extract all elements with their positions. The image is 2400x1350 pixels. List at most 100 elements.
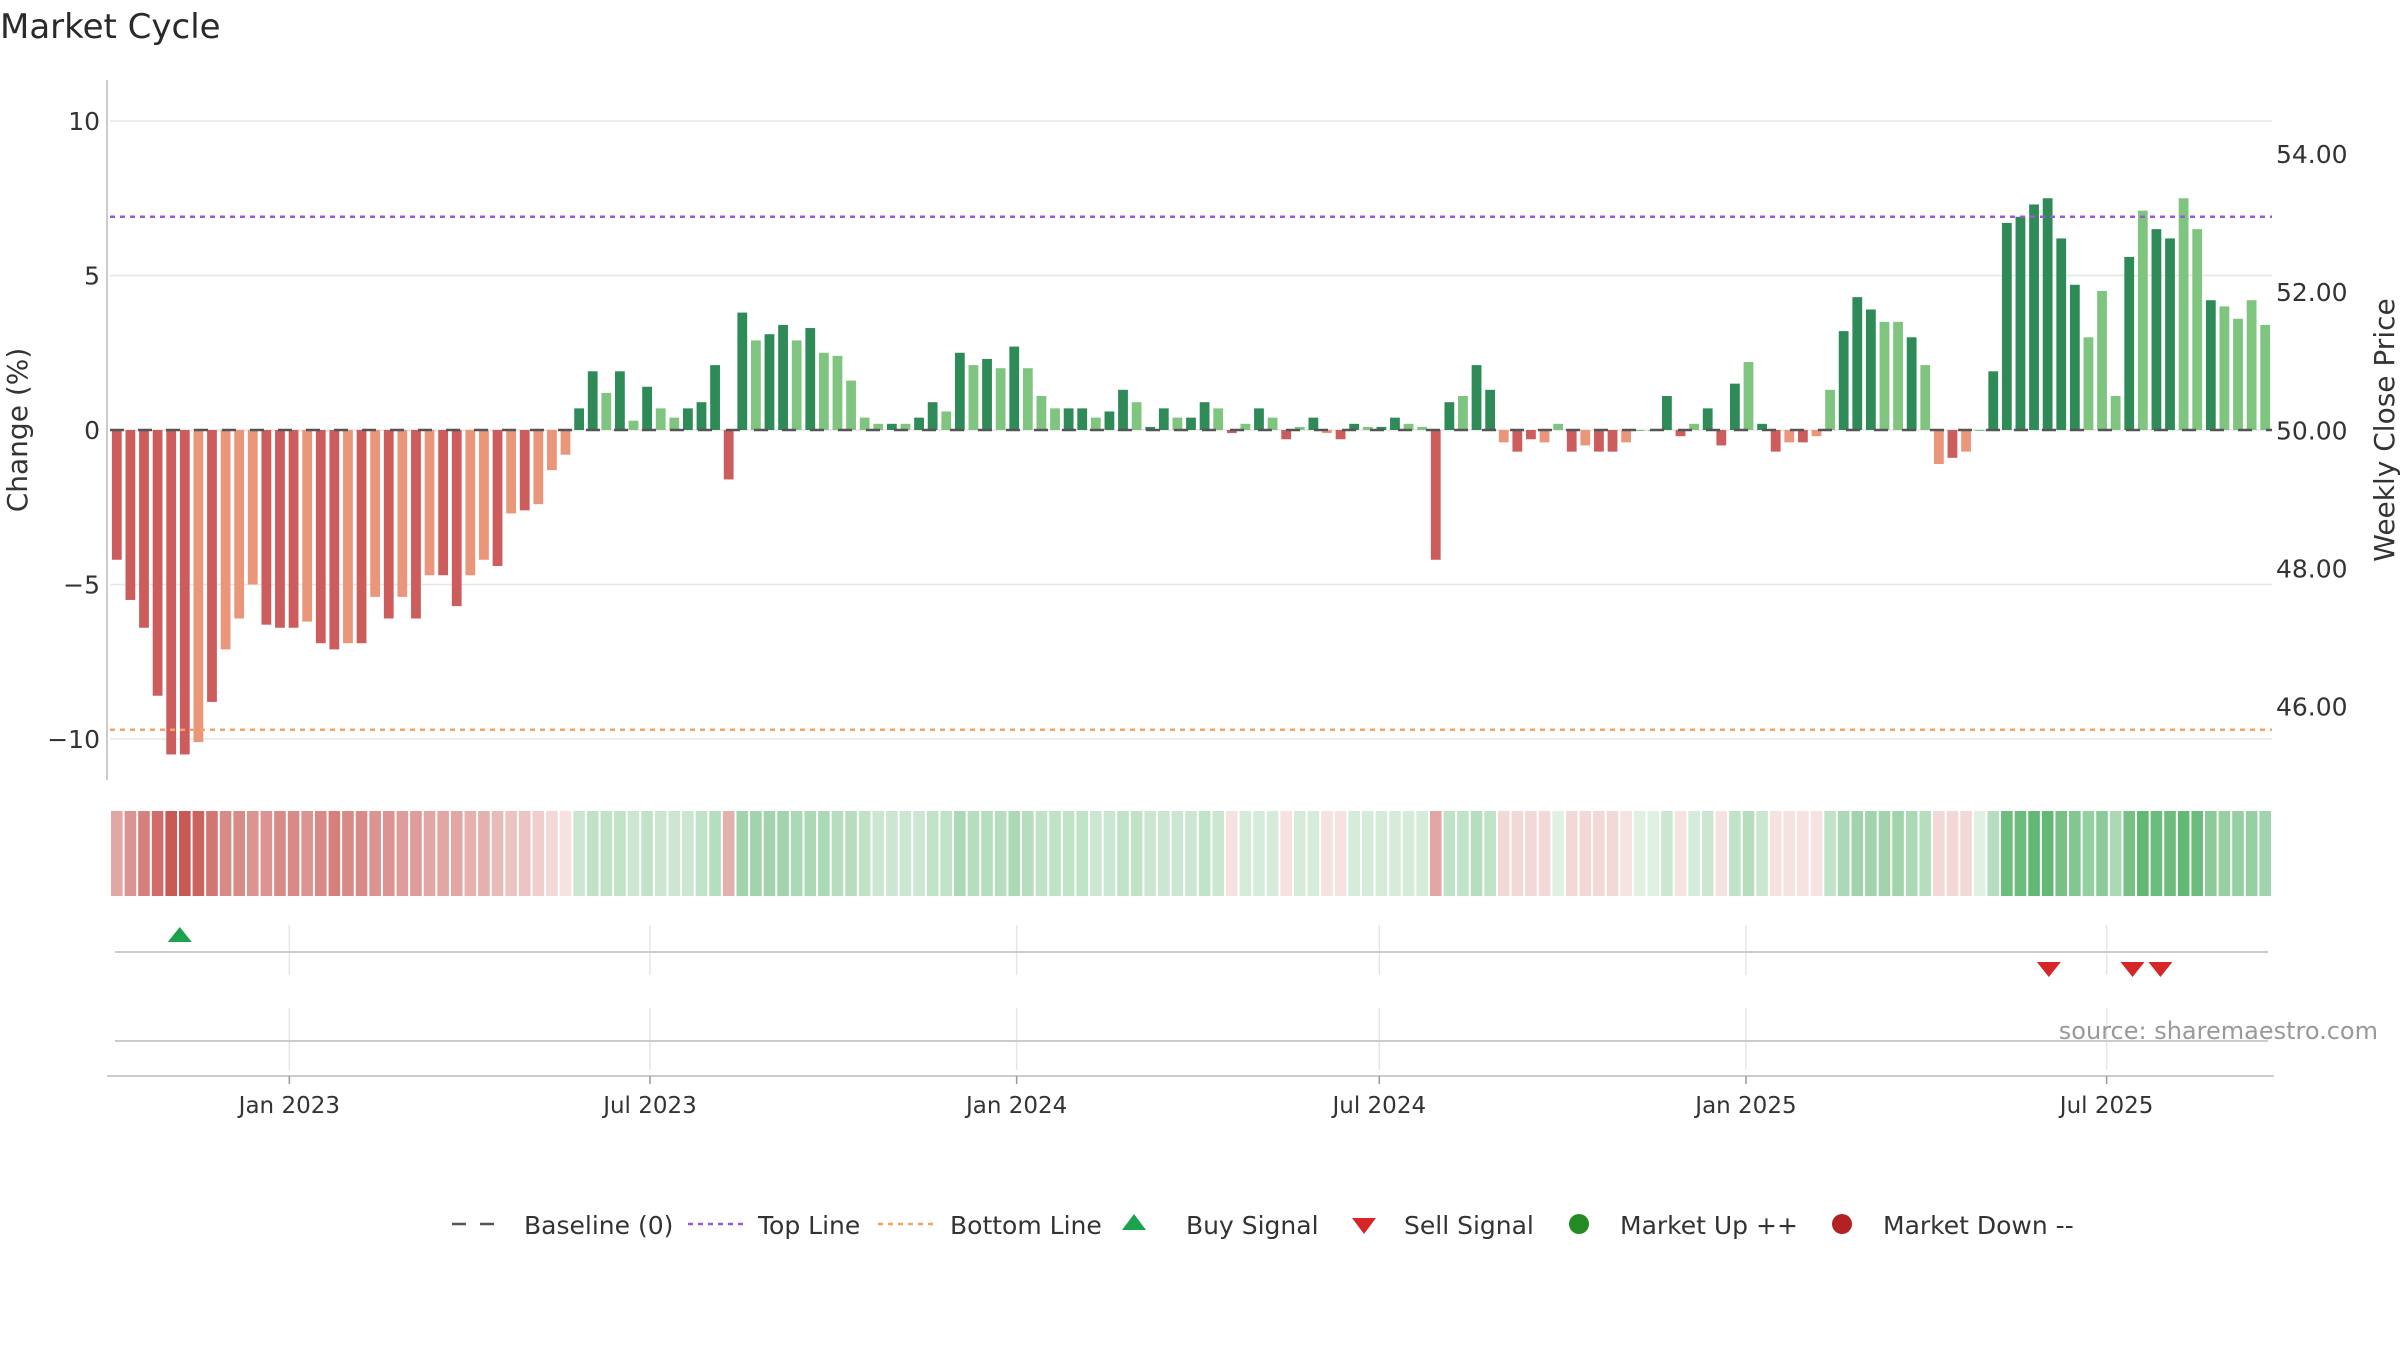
- bar: [1335, 430, 1346, 440]
- bars: [111, 198, 2271, 755]
- band-cell: [790, 811, 803, 896]
- bar: [1226, 430, 1237, 434]
- band-cell: [682, 811, 694, 896]
- bar: [1172, 417, 1183, 430]
- bar: [1920, 365, 1931, 430]
- bar: [2110, 396, 2121, 430]
- bar: [723, 430, 734, 480]
- band-cell: [1022, 811, 1034, 896]
- band-cell: [260, 811, 273, 896]
- bar: [438, 430, 449, 576]
- legend-market-up[interactable]: Market Up ++: [1569, 1211, 1798, 1240]
- bar: [1294, 426, 1305, 430]
- bar: [1240, 423, 1251, 430]
- bar: [2001, 222, 2012, 430]
- band-cell: [274, 811, 286, 896]
- bar: [873, 423, 884, 430]
- band-cell: [1593, 811, 1605, 896]
- band-cell: [1729, 811, 1741, 896]
- band-cell: [1375, 811, 1388, 896]
- bar: [791, 340, 802, 430]
- bar: [519, 430, 530, 511]
- band-cell: [1933, 811, 1945, 896]
- band-cell: [1239, 811, 1252, 896]
- y-tick-label: 5: [84, 262, 100, 291]
- bar: [1512, 430, 1523, 452]
- legend-bottom-line[interactable]: Bottom Line: [878, 1211, 1102, 1240]
- buy-signal-marker: [167, 927, 192, 942]
- bar: [655, 408, 666, 430]
- right-tick-label: 54.00: [2276, 140, 2348, 169]
- band-cell: [1946, 811, 1959, 896]
- band-cell: [505, 811, 517, 896]
- bar: [1811, 430, 1822, 437]
- bar: [900, 423, 911, 430]
- bar: [234, 430, 245, 619]
- x-tick-label: Jul 2025: [2058, 1093, 2154, 1119]
- bar: [2029, 204, 2039, 430]
- band-cell: [124, 811, 137, 896]
- band-cell: [1742, 811, 1755, 896]
- band-cell: [913, 811, 925, 896]
- bar: [383, 430, 394, 619]
- band-cell: [1837, 811, 1850, 896]
- bar: [1838, 331, 1849, 430]
- legend-buy-signal-label: Buy Signal: [1186, 1211, 1319, 1240]
- band-cell: [1878, 811, 1891, 896]
- bar: [506, 430, 517, 514]
- bar: [1186, 417, 1196, 430]
- x-axis-ticks: Jan 2023 Jul 2023 Jan 2024 Jul 2024 Jan 2025…: [237, 1076, 2154, 1119]
- bar: [1267, 417, 1278, 430]
- bar: [492, 430, 503, 566]
- band-cell: [1076, 811, 1089, 896]
- bar: [1403, 423, 1414, 430]
- band-cell: [1103, 811, 1116, 896]
- band-cell: [491, 811, 504, 896]
- bar: [642, 386, 652, 430]
- band-cell: [858, 811, 871, 896]
- chart-title: Market Cycle: [0, 7, 221, 47]
- band-cell: [1769, 811, 1782, 896]
- y-axis-label: Change (%): [1, 348, 34, 513]
- band-cell: [1062, 811, 1075, 896]
- bar: [1852, 297, 1863, 430]
- band-cell: [1905, 811, 1918, 896]
- bar: [968, 365, 979, 430]
- legend-top-line[interactable]: Top Line: [688, 1211, 860, 1240]
- band-cell: [559, 811, 572, 896]
- bar: [1906, 337, 1917, 430]
- band-cell: [2191, 811, 2204, 896]
- band-cell: [1361, 811, 1374, 896]
- bar: [302, 430, 313, 622]
- bar: [1702, 408, 1713, 430]
- right-tick-label: 48.00: [2276, 554, 2348, 583]
- band-cell: [1225, 811, 1238, 896]
- bar: [574, 408, 585, 430]
- band-cell: [1321, 811, 1333, 896]
- legend-buy-signal[interactable]: Buy Signal: [1122, 1211, 1319, 1240]
- band-cell: [831, 811, 844, 896]
- legend-baseline[interactable]: Baseline (0): [452, 1211, 673, 1240]
- bar: [1281, 430, 1292, 440]
- bar: [1390, 417, 1400, 430]
- band-cell: [1824, 811, 1836, 896]
- legend-market-down[interactable]: Market Down --: [1832, 1211, 2074, 1240]
- bar: [2192, 229, 2203, 430]
- band-cell: [1552, 811, 1564, 896]
- bar: [1716, 430, 1727, 446]
- legend-sell-signal[interactable]: Sell Signal: [1352, 1211, 1534, 1240]
- bar: [1254, 408, 1264, 430]
- band-cell: [586, 811, 599, 896]
- bar: [859, 417, 870, 430]
- bar: [1022, 368, 1033, 430]
- bar: [2151, 229, 2162, 430]
- bar: [288, 430, 299, 628]
- bar: [2083, 337, 2094, 430]
- band-cell: [2028, 811, 2040, 896]
- source-note: source: sharemaestro.com: [2059, 1017, 2378, 1045]
- bar: [601, 392, 612, 430]
- sell-signal-marker: [2120, 962, 2145, 977]
- bar: [941, 411, 952, 430]
- bar: [995, 368, 1006, 430]
- bar: [750, 340, 761, 430]
